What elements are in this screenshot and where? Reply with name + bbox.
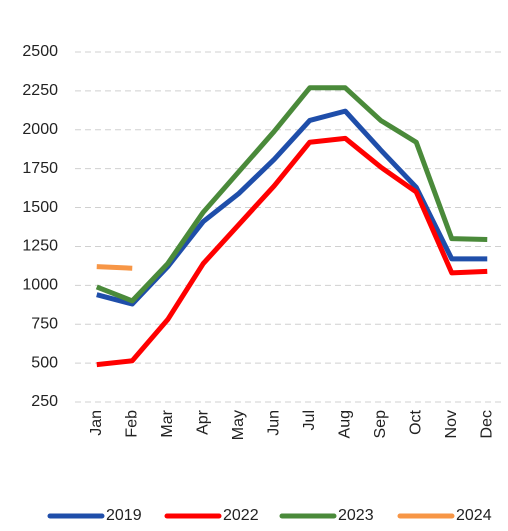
x-tick-label: Feb (123, 410, 140, 438)
x-tick-label: Nov (443, 410, 460, 438)
x-tick-label: Jan (88, 410, 105, 436)
series-line (96, 135, 488, 368)
legend-label: 2024 (456, 507, 492, 524)
x-tick-label: Dec (478, 410, 495, 438)
y-tick-label: 2000 (22, 121, 58, 138)
series-line (95, 85, 488, 304)
y-tick-label: 250 (31, 393, 58, 410)
series-line (96, 264, 133, 271)
x-tick-label: Aug (336, 410, 353, 438)
legend-label: 2022 (223, 507, 259, 524)
x-tick-label: Jun (265, 410, 282, 436)
x-tick-label: Jul (301, 410, 318, 430)
y-tick-label: 1500 (22, 199, 58, 216)
y-tick-label: 2250 (22, 82, 58, 99)
legend-label: 2023 (338, 507, 374, 524)
y-tick-label: 1000 (22, 277, 58, 294)
y-tick-label: 1750 (22, 160, 58, 177)
x-tick-label: Oct (407, 409, 424, 434)
x-tick-label: Apr (194, 409, 211, 435)
x-tick-label: Mar (159, 409, 176, 437)
legend-label: 2019 (106, 507, 142, 524)
y-tick-label: 750 (31, 315, 58, 332)
y-tick-label: 500 (31, 354, 58, 371)
x-tick-label: Sep (372, 410, 389, 439)
y-tick-label: 2500 (22, 43, 58, 60)
y-tick-label: 1250 (22, 238, 58, 255)
x-tick-label: May (230, 410, 247, 440)
